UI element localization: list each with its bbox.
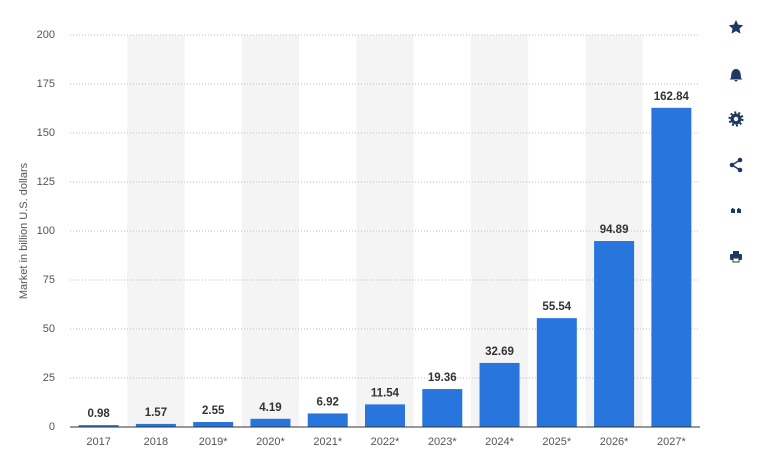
bar bbox=[250, 418, 291, 427]
bell-icon[interactable] bbox=[729, 69, 743, 82]
x-tick-label: 2027* bbox=[657, 436, 686, 448]
x-tick-label: 2018 bbox=[144, 436, 168, 448]
bar bbox=[307, 413, 348, 427]
y-tick-label: 0 bbox=[49, 421, 55, 433]
value-label: 6.92 bbox=[317, 396, 339, 408]
y-tick-label: 200 bbox=[37, 29, 55, 41]
x-tick-label: 2017 bbox=[86, 436, 110, 448]
x-tick-label: 2019* bbox=[199, 436, 228, 448]
y-tick-label: 50 bbox=[43, 323, 55, 335]
y-tick-label: 150 bbox=[37, 127, 55, 139]
value-label: 162.84 bbox=[654, 91, 690, 103]
star-icon[interactable] bbox=[728, 20, 744, 34]
value-label: 19.36 bbox=[428, 372, 457, 384]
bar bbox=[594, 241, 635, 427]
x-tick-label: 2020* bbox=[256, 436, 285, 448]
x-tick-label: 2023* bbox=[428, 436, 457, 448]
toolbar bbox=[728, 20, 744, 263]
x-tick-label: 2021* bbox=[313, 436, 342, 448]
y-axis-label: Market in billion U.S. dollars bbox=[18, 162, 30, 299]
y-tick-label: 175 bbox=[37, 78, 55, 90]
share-icon[interactable] bbox=[729, 157, 743, 173]
bar bbox=[651, 107, 692, 427]
value-label: 4.19 bbox=[259, 402, 281, 414]
settings-icon[interactable] bbox=[728, 111, 744, 127]
print-icon[interactable] bbox=[730, 251, 742, 263]
x-tick-label: 2024* bbox=[485, 436, 514, 448]
y-tick-label: 125 bbox=[37, 176, 55, 188]
y-tick-label: 75 bbox=[43, 274, 55, 286]
value-label: 32.69 bbox=[485, 346, 514, 358]
bar bbox=[135, 423, 176, 427]
bar bbox=[365, 404, 405, 427]
value-label: 11.54 bbox=[371, 387, 400, 399]
x-tick-label: 2022* bbox=[371, 436, 400, 448]
quote-icon[interactable] bbox=[731, 208, 741, 213]
value-label: 94.89 bbox=[600, 224, 629, 236]
value-label: 55.54 bbox=[542, 301, 571, 313]
bar bbox=[193, 422, 234, 427]
bar bbox=[422, 389, 463, 427]
value-label: 1.57 bbox=[145, 407, 167, 419]
value-label: 0.98 bbox=[87, 408, 110, 420]
bar bbox=[78, 425, 119, 427]
y-tick-label: 25 bbox=[43, 372, 55, 384]
x-tick-label: 2025* bbox=[542, 436, 571, 448]
bar bbox=[536, 318, 577, 427]
y-tick-label: 100 bbox=[37, 225, 55, 237]
bar bbox=[479, 362, 520, 427]
x-tick-label: 2026* bbox=[600, 436, 629, 448]
value-label: 2.55 bbox=[202, 405, 225, 417]
